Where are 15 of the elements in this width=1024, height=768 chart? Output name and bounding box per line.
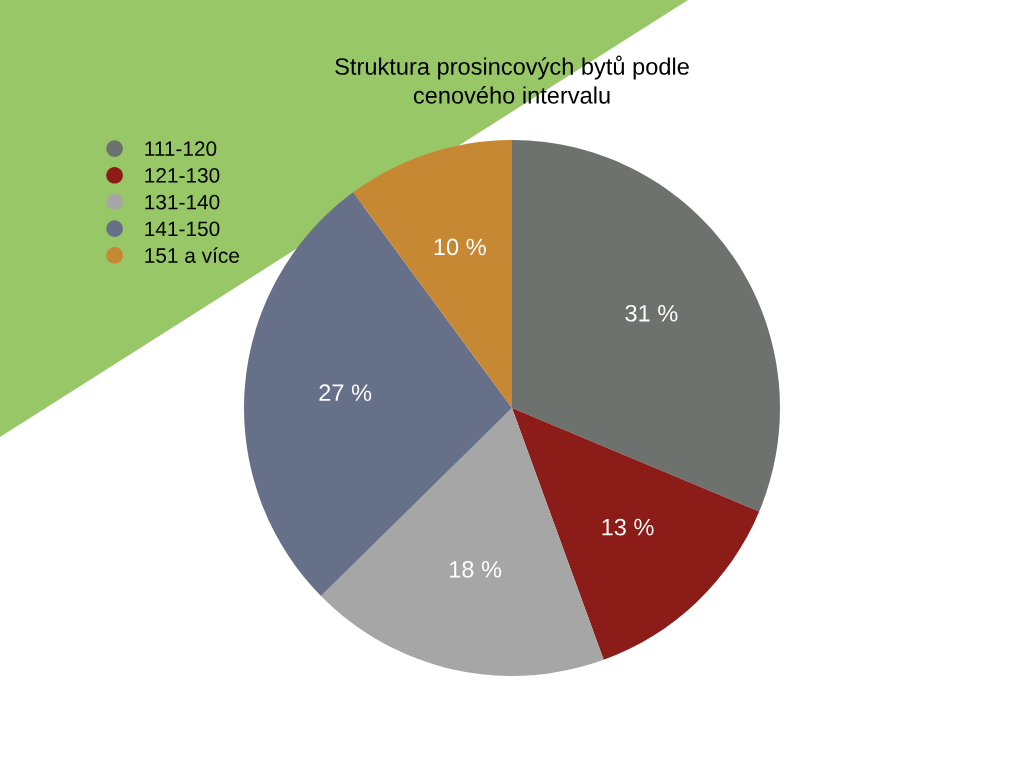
pie-slice: [321, 408, 604, 676]
legend-label: 141-150: [145, 221, 220, 237]
legend-label: 151 a více: [145, 247, 239, 263]
pie-slice: [353, 140, 512, 408]
data-label: 27 %: [319, 384, 372, 401]
data-label: 31 %: [625, 304, 678, 322]
data-label: 18 %: [450, 560, 502, 578]
legend-label: 121-130: [145, 168, 220, 183]
legend-label: 111-120: [145, 141, 217, 157]
legend-label: 131-140: [145, 194, 220, 210]
pie-slice: [512, 140, 780, 512]
pie-slice: [244, 192, 512, 596]
pie-slice: [512, 408, 760, 660]
data-label: 10 %: [434, 238, 486, 256]
data-label: 13 %: [602, 518, 654, 536]
